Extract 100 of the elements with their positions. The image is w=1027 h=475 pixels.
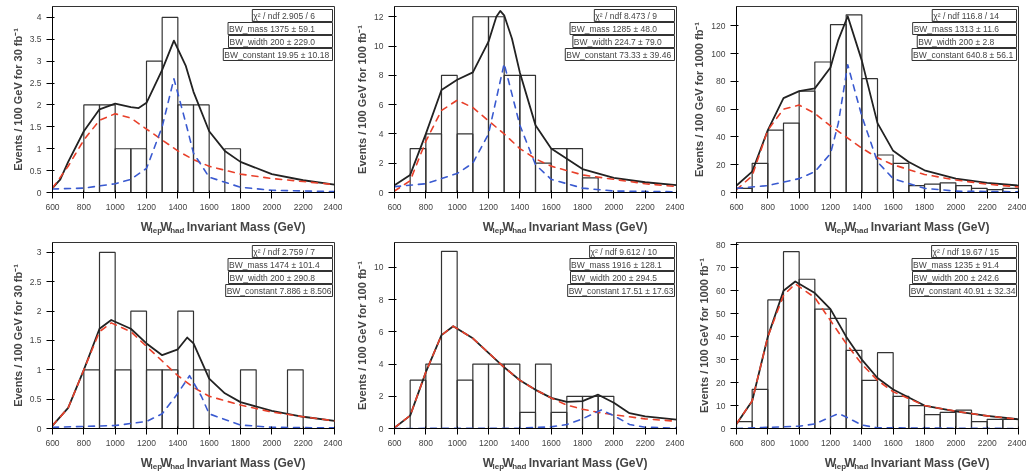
x-tick-label: 1400 [168,437,188,448]
annotation: BW_width 200 ± 290.8 [229,272,316,283]
annotation: BW_mass 1375 ± 59.1 [229,23,316,34]
y-tick-label: 20 [716,377,726,388]
annotation: BW_mass 1916 ± 128.1 [571,259,662,270]
x-tick-label: 1200 [137,437,157,448]
annotation: BW_constant 640.8 ± 56.1 [913,49,1014,60]
y-tick-label: 10 [374,41,384,52]
x-tick-label: 800 [418,201,434,212]
x-tick-label: 1800 [915,201,935,212]
x-tick-label: 1800 [573,437,593,448]
y-tick-label: 80 [716,76,726,87]
x-tick-label: 600 [729,437,744,448]
x-tick-label: 800 [760,201,776,212]
y-tick-label: 120 [711,20,726,31]
x-tick-label: 600 [387,437,402,448]
y-tick-label: 0 [36,423,42,434]
x-tick-label: 2200 [977,201,997,212]
annotation: BW_width 200 ± 294.5 [571,272,658,283]
x-tick-label: 600 [45,201,60,212]
x-tick-label: 1200 [137,201,157,212]
x-tick-label: 1000 [789,437,809,448]
x-tick-label: 2200 [293,201,313,212]
x-tick-label: 1000 [447,437,467,448]
y-axis-title: Events / 100 GeV for 30 fb⁻¹ [11,27,24,171]
annotation: BW_constant 19.95 ± 10.18 [224,49,330,60]
x-tick-label: 1000 [789,201,809,212]
y-tick-label: 2 [378,391,384,402]
x-tick-label: 2000 [604,437,624,448]
x-tick-label: 1800 [915,437,935,448]
x-tick-label: 2200 [977,437,997,448]
x-tick-label: 1600 [883,201,903,212]
annotation: BW_width 200 ± 2.8 [918,36,995,47]
annotation: χ² / ndf 2.905 / 6 [253,10,316,21]
y-tick-label: 4 [378,359,384,370]
y-tick-label: 1 [36,364,42,375]
y-tick-label: 0 [720,187,726,198]
x-tick-label: 600 [729,201,744,212]
y-axis-title: Events / 100 GeV for 100 fb⁻¹ [356,260,369,410]
y-tick-label: 2.5 [29,276,42,287]
y-tick-label: 6 [378,99,384,110]
annotation: BW_mass 1474 ± 101.4 [229,259,320,270]
x-tick-label: 1600 [883,437,903,448]
y-tick-label: 20 [716,159,726,170]
annotation: χ² / ndf 116.8 / 14 [933,10,1000,21]
x-tick-label: 2000 [946,437,966,448]
y-tick-label: 2 [378,158,384,169]
x-tick-label: 2000 [262,201,282,212]
y-tick-label: 0 [378,423,384,434]
y-tick-label: 40 [716,131,726,142]
y-tick-label: 3.5 [29,34,42,45]
y-tick-label: 1.5 [29,121,42,132]
x-tick-label: 2400 [323,437,343,448]
x-tick-label: 800 [76,201,92,212]
y-tick-label: 2 [36,99,42,110]
y-tick-label: 60 [716,104,726,115]
x-tick-label: 2000 [262,437,282,448]
annotation: BW_width 200 ± 229.0 [229,36,316,47]
y-tick-label: 3 [36,56,42,67]
x-tick-label: 1600 [541,201,561,212]
x-tick-label: 2000 [946,201,966,212]
x-tick-label: 1000 [105,437,125,448]
y-tick-label: 2 [36,306,42,317]
x-tick-label: 2400 [323,201,343,212]
x-tick-label: 2200 [635,437,655,448]
annotation: BW_mass 1285 ± 48.0 [571,23,658,34]
x-tick-label: 1800 [231,437,251,448]
x-tick-label: 1400 [168,201,188,212]
y-tick-label: 40 [716,331,726,342]
y-tick-label: 0 [720,423,726,434]
x-tick-label: 2400 [1007,437,1027,448]
y-tick-label: 8 [378,294,384,305]
x-tick-label: 1800 [573,201,593,212]
y-tick-label: 50 [716,308,726,319]
x-tick-label: 2400 [1007,201,1027,212]
annotation: BW_mass 1313 ± 11.6 [913,23,1000,34]
annotation: BW_constant 17.51 ± 17.63 [568,285,674,296]
y-axis-title: Events / 100 GeV for 100 fb⁻¹ [356,24,369,174]
annotation: BW_constant 7.886 ± 8.506 [226,285,332,296]
x-tick-label: 1600 [199,201,219,212]
y-tick-label: 3 [36,247,42,258]
y-tick-label: 80 [716,239,726,250]
annotation: BW_constant 40.91 ± 32.34 [910,285,1016,296]
x-tick-label: 1000 [447,201,467,212]
annotation: χ² / ndf 19.67 / 15 [932,246,1000,257]
y-tick-label: 8 [378,70,384,81]
x-tick-label: 2400 [665,201,685,212]
x-tick-label: 1600 [541,437,561,448]
y-tick-label: 0 [36,187,42,198]
y-tick-label: 60 [716,285,726,296]
annotation: BW_constant 73.33 ± 39.46 [566,49,672,60]
y-tick-label: 4 [36,12,42,23]
x-tick-label: 1400 [510,437,530,448]
x-tick-label: 2000 [604,201,624,212]
y-axis-title: Events / 100 GeV for 30 fb⁻¹ [11,263,24,407]
annotation: BW_width 200 ± 242.6 [913,272,1000,283]
x-tick-label: 1400 [510,201,530,212]
annotation: χ² / ndf 9.612 / 10 [590,246,658,257]
x-tick-label: 2400 [665,437,685,448]
x-tick-label: 800 [76,437,92,448]
